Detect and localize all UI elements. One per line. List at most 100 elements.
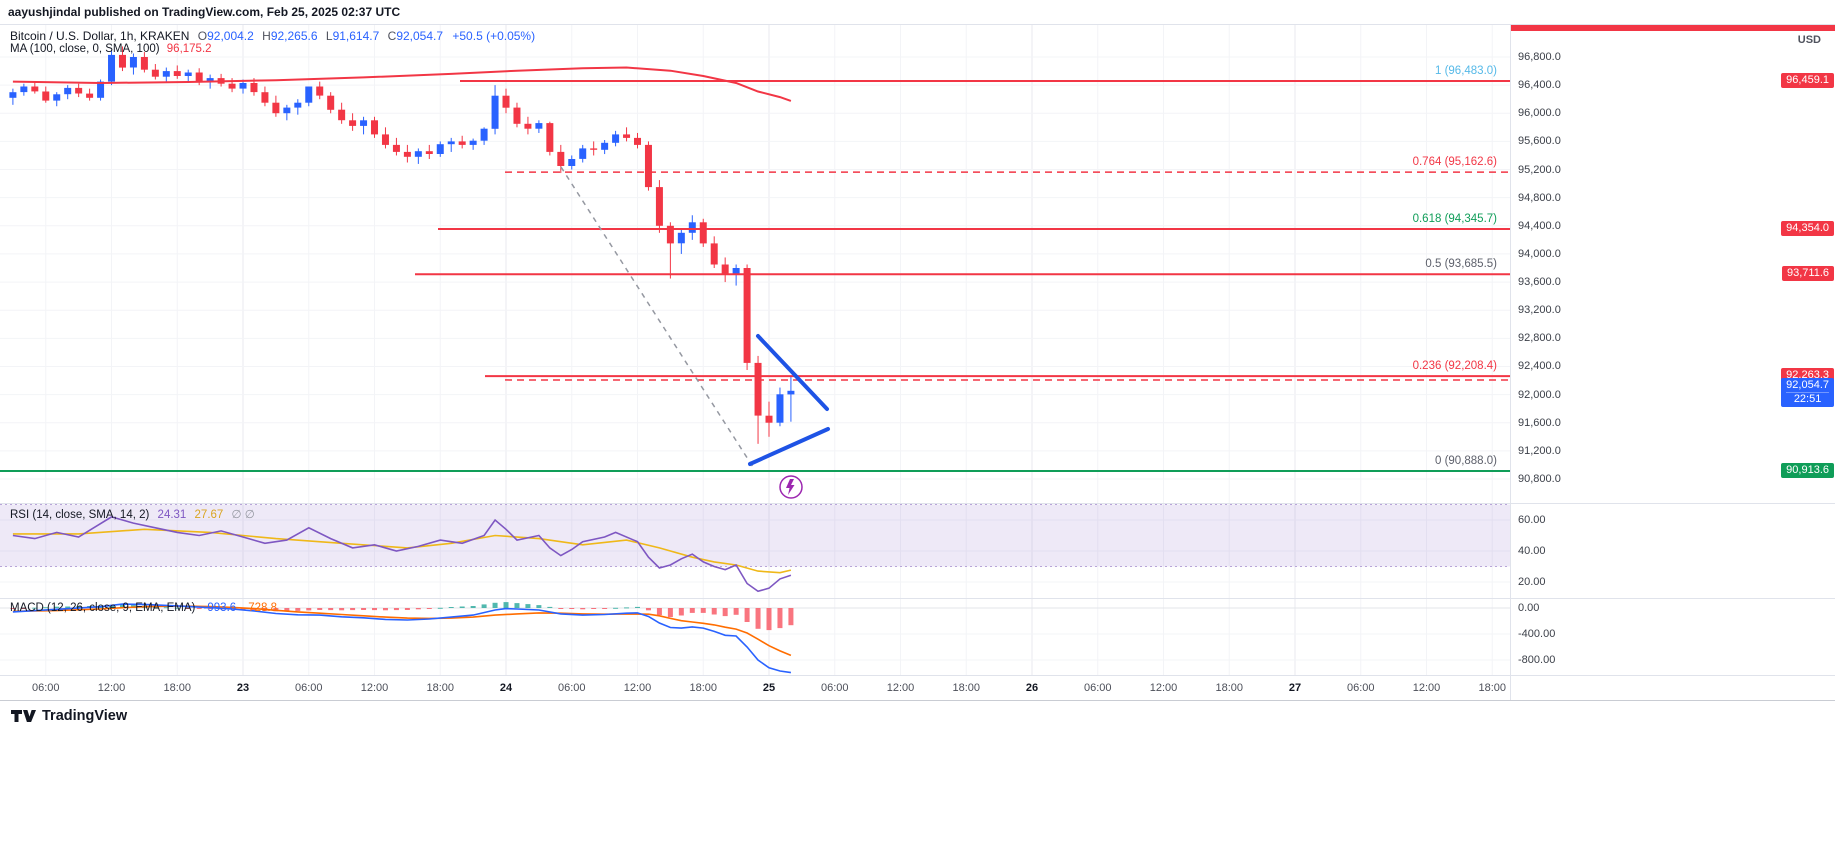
ma-value: 96,175.2 [166,43,212,55]
price-tick-label: 91,600.0 [1518,416,1561,429]
svg-text:26: 26 [1026,682,1038,694]
macd-signal-value: -728.8 [244,602,277,614]
lightning-marker[interactable] [779,475,803,499]
high-value: 92,265.6 [270,29,318,43]
time-axis-separator [0,675,1835,676]
macd-tick-label: 0.00 [1518,602,1540,614]
rsi-plot [12,516,792,593]
rsi-ma-value: 27.67 [194,509,224,521]
macd-tick-label: -400.00 [1518,628,1556,640]
price-tick-label: 92,800.0 [1518,332,1561,345]
price-tick-label: 91,200.0 [1518,444,1561,457]
price-tick-label: 96,400.0 [1518,79,1561,92]
high-label: H [262,29,271,43]
currency-label: USD [1797,34,1821,46]
grid [0,25,1510,675]
macd-value: -993.6 [203,602,237,614]
candles [9,46,795,444]
current-price-tag: 92,054.7 22:51 [1781,377,1834,407]
price-tick-label: 90,800.0 [1518,472,1561,485]
close-value: 92,054.7 [396,29,444,43]
svg-text:06:00: 06:00 [295,682,323,694]
tradingview-footer[interactable]: TradingView [10,708,127,724]
rsi-value: 24.31 [157,509,187,521]
level-price-tag: 96,459.1 [1781,72,1834,88]
price-tick-label: 96,000.0 [1518,107,1561,120]
svg-text:18:00: 18:00 [164,682,192,694]
svg-text:12:00: 12:00 [361,682,389,694]
level-price-tag: 93,711.6 [1781,266,1834,282]
svg-text:18:00: 18:00 [426,682,454,694]
chart-bottom-frame [0,700,1835,701]
svg-text:12:00: 12:00 [98,682,126,694]
price-tick-label: 92,000.0 [1518,388,1561,401]
change-value: +50.5 (+0.05%) [452,29,536,43]
price-tick-label: 93,600.0 [1518,276,1561,289]
price-tick-label: 92,400.0 [1518,360,1561,373]
price-tick-label: 95,600.0 [1518,135,1561,148]
time-axis-labels: 06:00 12:00 18:00 23 06:00 12:00 18:00 24 06:00 1… [32,682,1506,694]
svg-text:12:00: 12:00 [887,682,915,694]
svg-text:18:00: 18:00 [1478,682,1506,694]
symbol-legend: Bitcoin / U.S. Dollar, 1h, KRAKEN O92,00… [10,29,535,43]
level-price-tag: 94,354.0 [1781,221,1834,237]
svg-text:12:00: 12:00 [1150,682,1178,694]
publish-text: aayushjindal published on TradingView.co… [8,5,401,19]
rsi-hidden-values: ∅ ∅ [231,509,255,521]
svg-text:0.236 (92,208.4): 0.236 (92,208.4) [1413,360,1498,372]
svg-text:24: 24 [500,682,513,694]
open-value: 92,004.2 [207,29,254,43]
price-scale[interactable]: USD 96,800.0 96,400.0 96,000.0 95,600.0 95,2… [1510,25,1835,700]
price-tick-label: 94,800.0 [1518,191,1561,204]
low-label: L [325,29,333,43]
price-tick-label: 93,200.0 [1518,304,1561,317]
svg-text:06:00: 06:00 [1084,682,1112,694]
macd-pane-separator[interactable] [0,598,1835,599]
svg-text:0.5 (93,685.5): 0.5 (93,685.5) [1425,258,1497,270]
svg-text:06:00: 06:00 [1347,682,1375,694]
publish-bar: aayushjindal published on TradingView.co… [0,0,1835,25]
rsi-tick-label: 20.00 [1518,576,1546,588]
svg-text:0.764 (95,162.6): 0.764 (95,162.6) [1413,156,1498,168]
symbol-title[interactable]: Bitcoin / U.S. Dollar, 1h, KRAKEN [10,29,190,43]
ma-line [12,66,792,102]
svg-text:18:00: 18:00 [952,682,980,694]
svg-text:06:00: 06:00 [558,682,586,694]
price-tick-label: 94,000.0 [1518,247,1561,260]
level-price-tag: 90,913.6 [1781,463,1834,478]
svg-text:23: 23 [237,682,249,694]
chart-canvas[interactable]: 1 (96,483.0) 0.764 (95,162.6) 0.618 (94,34… [0,25,1510,700]
macd-plot [10,602,794,674]
macd-legend: MACD (12, 26, close, 9, EMA, EMA) -993.6… [10,602,277,614]
rsi-tick-label: 40.00 [1518,545,1546,557]
close-label: C [387,29,397,43]
svg-text:1 (96,483.0): 1 (96,483.0) [1435,65,1497,77]
svg-text:12:00: 12:00 [1413,682,1441,694]
svg-text:0.618 (94,345.7): 0.618 (94,345.7) [1413,213,1498,225]
scale-top-strip [1511,25,1835,31]
svg-text:06:00: 06:00 [32,682,60,694]
fib-levels: 1 (96,483.0) 0.764 (95,162.6) 0.618 (94,34… [0,65,1510,473]
macd-tick-label: -800.00 [1518,654,1556,666]
ma-label[interactable]: MA (100, close, 0, SMA, 100) [10,43,160,55]
rsi-legend: RSI (14, close, SMA, 14, 2) 24.31 27.67 … [10,507,255,521]
rsi-band [0,504,1510,567]
svg-text:18:00: 18:00 [689,682,717,694]
svg-text:25: 25 [763,682,775,694]
svg-text:06:00: 06:00 [821,682,849,694]
svg-text:27: 27 [1289,682,1301,694]
tradingview-brand: TradingView [42,708,128,724]
price-tick-label: 95,200.0 [1518,163,1561,176]
macd-label[interactable]: MACD (12, 26, close, 9, EMA, EMA) [10,602,196,614]
tradingview-logo-icon [11,710,36,722]
svg-text:0 (90,888.0): 0 (90,888.0) [1435,455,1497,467]
rsi-pane-separator[interactable] [0,503,1835,504]
price-tick-label: 96,800.0 [1518,51,1561,63]
rsi-label[interactable]: RSI (14, close, SMA, 14, 2) [10,509,150,521]
price-tick-label: 94,400.0 [1518,219,1561,232]
open-label: O [197,29,208,43]
ma-legend: MA (100, close, 0, SMA, 100) 96,175.2 [10,43,212,55]
low-value: 91,614.7 [332,29,380,43]
rsi-tick-label: 60.00 [1518,514,1546,526]
